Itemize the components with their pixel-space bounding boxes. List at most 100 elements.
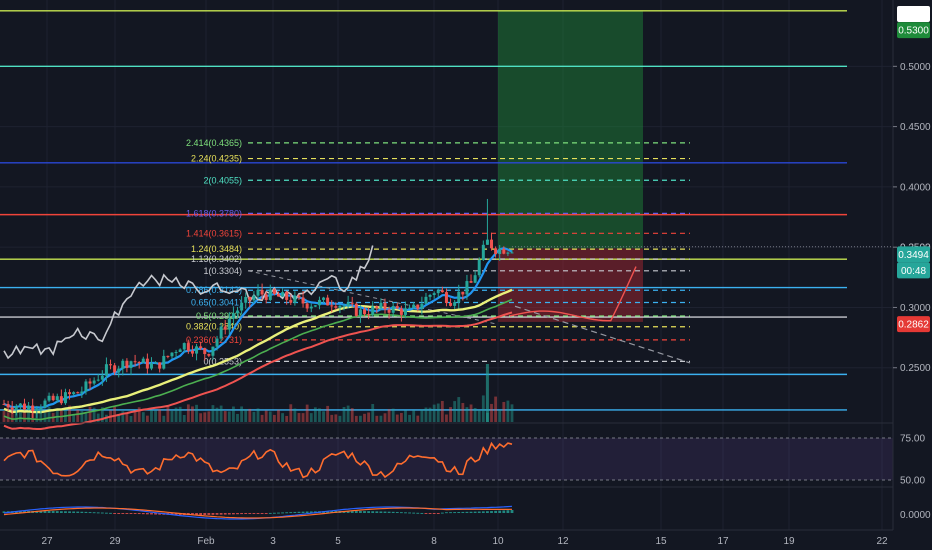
candle-body <box>154 362 158 364</box>
candle-body <box>485 239 489 245</box>
macd-histogram-bar <box>170 513 174 515</box>
volume-bar <box>272 414 276 422</box>
macd-histogram-bar <box>125 513 129 514</box>
volume-bar <box>158 409 162 422</box>
candle-body <box>203 348 207 355</box>
volume-bar <box>371 404 375 422</box>
volume-bar <box>436 403 440 422</box>
candle-body <box>403 308 407 315</box>
candle-body <box>383 302 387 310</box>
candle-body <box>104 364 108 376</box>
macd-histogram-bar <box>109 512 112 514</box>
stop-price-badge-bg <box>897 316 930 333</box>
volume-bar <box>68 405 71 422</box>
macd-histogram-bar <box>260 513 264 514</box>
long-position-tool[interactable] <box>498 10 643 322</box>
macd-histogram-bar <box>465 511 469 513</box>
volume-bar <box>342 407 346 422</box>
candle-body <box>158 362 162 369</box>
macd-histogram-bar <box>453 512 457 514</box>
macd-histogram-bar <box>145 513 149 515</box>
time-tick-label: 3 <box>270 536 276 547</box>
main-pane[interactable]: 2.414(0.4365) 2.24(0.4235) 2(0.4055) 1.618(… <box>0 0 893 530</box>
volume-bar <box>244 409 248 422</box>
candle-body <box>199 346 203 349</box>
volume-bar <box>170 410 174 422</box>
macd-histogram-bar <box>375 511 379 513</box>
price-axis[interactable]: 0.50000.45000.40000.35000.30000.250075.0… <box>512 0 932 550</box>
macd-histogram-bar <box>232 513 235 515</box>
volume-bar <box>301 413 305 422</box>
macd-histogram-bar <box>289 512 293 514</box>
candle-body <box>334 306 338 308</box>
current-price-badge-bg <box>897 246 930 263</box>
candle-body <box>326 297 330 306</box>
candle-body <box>281 292 285 297</box>
macd-histogram-bar <box>105 512 108 514</box>
stop-price-badge: 0.2862 <box>898 320 929 331</box>
candle-body <box>424 296 428 304</box>
candle-body <box>342 305 346 307</box>
candle-body <box>465 281 469 295</box>
candle-body <box>391 306 395 313</box>
macd-pane[interactable] <box>0 486 893 520</box>
volume-bar <box>408 414 411 422</box>
macd-histogram-bar <box>55 511 59 513</box>
candle-body <box>240 302 244 311</box>
candle-body <box>338 305 342 308</box>
volume-bar <box>117 415 121 422</box>
time-axis[interactable]: 27 29 Feb 3 5 8 10 12 15 17 19 22 <box>0 529 893 547</box>
volume-bar <box>334 414 338 422</box>
volume-bar <box>256 408 260 422</box>
macd-histogram-bar <box>387 511 391 513</box>
volume-bar <box>281 413 284 422</box>
macd-histogram-bar <box>240 513 244 515</box>
candle-body <box>149 363 153 369</box>
macd-histogram-bar <box>199 513 203 516</box>
fib-level-label: 2.24(0.4235) <box>191 154 242 164</box>
volume-bar <box>477 409 481 422</box>
time-tick-label: 17 <box>717 536 729 547</box>
candle-body <box>174 352 178 354</box>
macd-histogram-bar <box>371 511 375 513</box>
volume-bar <box>428 407 432 422</box>
macd-histogram-bar <box>47 510 51 513</box>
fib-level-label: 1.13(0.3402) <box>191 254 242 264</box>
rsi-pane[interactable] <box>0 422 893 481</box>
time-tick-label: 15 <box>655 536 667 547</box>
macd-histogram-bar <box>59 511 63 513</box>
macd-histogram-bar <box>277 512 280 514</box>
macd-histogram-bar <box>404 512 407 514</box>
candle-body <box>379 302 383 308</box>
candle-body <box>461 291 465 295</box>
fib-level-label: 1.414(0.3615) <box>186 228 242 238</box>
fib-level-label: 1.24(0.3484) <box>191 244 242 254</box>
currency-badge-bg <box>897 6 930 22</box>
macd-histogram-bar <box>440 512 444 514</box>
candle-body <box>412 304 416 308</box>
fibonacci-extension[interactable]: 2.414(0.4365) 2.24(0.4235) 2(0.4055) 1.618(… <box>186 138 691 366</box>
macd-histogram-bar <box>490 511 493 513</box>
volume-bar <box>182 414 186 422</box>
volume-bar <box>338 415 342 422</box>
macd-histogram-bar <box>68 511 71 513</box>
volume-bar <box>207 411 211 422</box>
macd-histogram-bar <box>395 511 399 513</box>
countdown-badge-bg <box>897 262 930 279</box>
candle-body <box>399 308 403 315</box>
price-tick-label: 0.4000 <box>900 182 931 193</box>
candle-body <box>297 295 301 298</box>
macd-histogram-bar <box>215 513 219 515</box>
target-price-badge-bg <box>897 22 930 39</box>
volume-bar <box>465 407 469 422</box>
macd-histogram-bar <box>252 513 256 514</box>
macd-histogram-bar <box>445 512 448 514</box>
candle-body <box>268 289 272 300</box>
candle-body <box>59 396 63 404</box>
volume-bar <box>326 405 330 422</box>
candle-body <box>272 289 276 294</box>
time-tick-label: Feb <box>197 536 215 547</box>
candle-body <box>502 248 506 254</box>
volume-bar <box>96 413 100 422</box>
